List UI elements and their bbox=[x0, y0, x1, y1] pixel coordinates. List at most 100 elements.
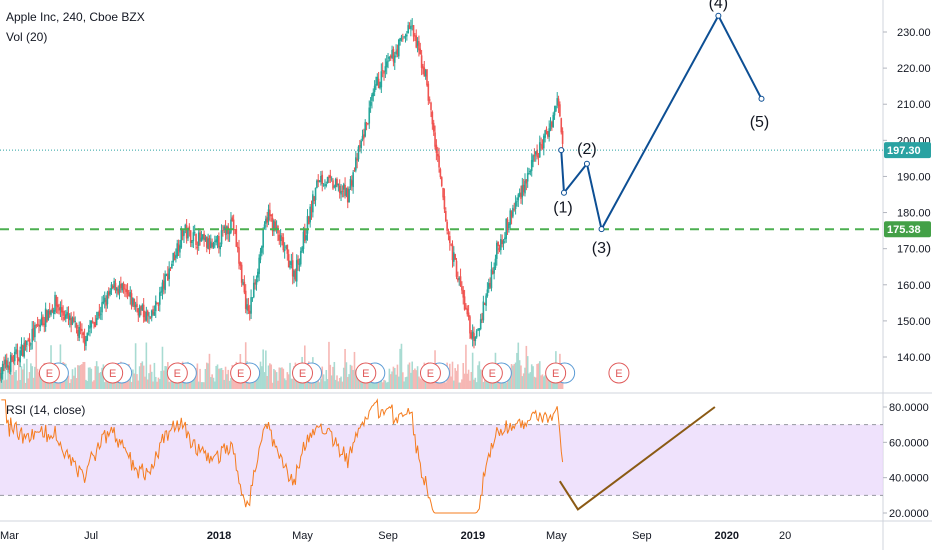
volume-bar bbox=[422, 376, 424, 389]
volume-bar bbox=[12, 363, 15, 389]
volume-bar bbox=[536, 364, 538, 389]
symbol-title[interactable]: Apple Inc, 240, Cboe BZX bbox=[6, 10, 145, 24]
candle-body bbox=[561, 130, 564, 144]
volume-bar bbox=[19, 379, 21, 389]
candle-body bbox=[485, 295, 487, 306]
candle-body bbox=[63, 316, 66, 320]
earnings-marker[interactable] bbox=[355, 362, 377, 384]
earnings-marker[interactable] bbox=[292, 362, 314, 384]
volume-legend[interactable]: Vol (20) bbox=[6, 30, 47, 44]
time-tick-label: Sep bbox=[378, 530, 398, 542]
rsi-legend[interactable]: RSI (14, close) bbox=[6, 403, 85, 417]
candle-body bbox=[134, 305, 137, 307]
earnings-marker-label: E bbox=[237, 368, 244, 380]
candle-body bbox=[191, 241, 193, 243]
earnings-marker[interactable] bbox=[230, 362, 252, 384]
candle-body bbox=[137, 308, 140, 316]
candle-body bbox=[414, 35, 416, 37]
volume-bar bbox=[142, 365, 145, 389]
candle-body bbox=[220, 230, 223, 245]
wave-point bbox=[758, 95, 765, 102]
volume-bar bbox=[383, 379, 385, 389]
candle-body bbox=[122, 283, 125, 290]
volume-bar bbox=[402, 372, 404, 389]
candle-body bbox=[163, 280, 165, 289]
candle-body bbox=[279, 235, 282, 242]
volume-bar bbox=[4, 362, 7, 389]
candle-body bbox=[544, 130, 546, 138]
candle-body bbox=[39, 324, 42, 328]
volume-bar bbox=[410, 372, 412, 389]
candle-body bbox=[463, 296, 466, 310]
candle-body bbox=[89, 326, 91, 329]
candle-body bbox=[1, 363, 4, 375]
candle-body bbox=[185, 225, 188, 239]
earnings-marker-label: E bbox=[299, 368, 306, 380]
volume-bar bbox=[278, 367, 281, 389]
volume-bar bbox=[542, 376, 545, 389]
candle-body bbox=[494, 258, 497, 268]
wave-label: (2) bbox=[577, 141, 597, 158]
earnings-marker[interactable] bbox=[545, 362, 567, 384]
candle-body bbox=[491, 270, 494, 274]
volume-bar bbox=[116, 376, 118, 389]
volume-bar bbox=[514, 362, 517, 389]
earnings-marker[interactable] bbox=[419, 362, 441, 384]
volume-bar bbox=[470, 371, 473, 389]
candle-body bbox=[342, 184, 345, 190]
candle-body bbox=[310, 208, 313, 213]
earnings-marker[interactable] bbox=[608, 362, 630, 384]
candle-body bbox=[470, 332, 473, 339]
candle-body bbox=[399, 37, 401, 41]
time-axis: Mar Jul 2018 May Sep 2019 May Sep 2020 20 bbox=[0, 530, 791, 542]
candle-body bbox=[392, 49, 395, 62]
candle-body bbox=[231, 217, 234, 222]
volume-bar bbox=[203, 382, 205, 389]
candle-body bbox=[473, 333, 475, 341]
candle-body bbox=[410, 26, 412, 30]
candle-body bbox=[141, 304, 144, 311]
candle-body bbox=[97, 311, 99, 319]
candle-body bbox=[23, 342, 25, 357]
candle-body bbox=[216, 236, 219, 242]
volume-bar bbox=[522, 373, 525, 389]
candle-body bbox=[356, 158, 358, 161]
candle-body bbox=[9, 354, 12, 372]
candle-body bbox=[189, 230, 192, 243]
candle-body bbox=[395, 51, 397, 55]
volume-bar bbox=[360, 379, 362, 389]
volume-bar bbox=[82, 361, 85, 389]
candle-body bbox=[427, 83, 430, 101]
candle-body bbox=[32, 327, 35, 338]
earnings-marker[interactable] bbox=[166, 362, 188, 384]
volume-bar bbox=[547, 373, 549, 389]
candle-body bbox=[517, 194, 520, 201]
volume-bar bbox=[30, 363, 32, 389]
candle-body bbox=[337, 183, 340, 186]
candle-body bbox=[22, 345, 24, 357]
volume-bar bbox=[274, 370, 277, 389]
candle-body bbox=[411, 25, 414, 27]
earnings-marker[interactable] bbox=[481, 362, 503, 384]
candle-body bbox=[42, 316, 44, 325]
volume-bar bbox=[243, 381, 246, 389]
volume-bar bbox=[158, 379, 161, 389]
candle-body bbox=[3, 363, 5, 365]
volume-bar bbox=[87, 367, 90, 389]
candle-body bbox=[443, 196, 446, 210]
earnings-marker[interactable] bbox=[102, 362, 124, 384]
candle-body bbox=[440, 177, 443, 186]
volume-bar bbox=[355, 369, 357, 389]
candle-body bbox=[207, 238, 209, 249]
candle-body bbox=[295, 260, 298, 282]
candle-body bbox=[16, 349, 19, 359]
volume-bar bbox=[451, 361, 454, 389]
wave-label: (3) bbox=[592, 240, 612, 257]
volume-bar bbox=[380, 377, 383, 389]
volume-bar bbox=[544, 375, 546, 389]
volume-bar bbox=[242, 382, 244, 389]
earnings-marker[interactable] bbox=[38, 362, 60, 384]
candle-body bbox=[334, 179, 337, 188]
candle-body bbox=[230, 219, 232, 233]
volume-bar bbox=[498, 377, 501, 389]
